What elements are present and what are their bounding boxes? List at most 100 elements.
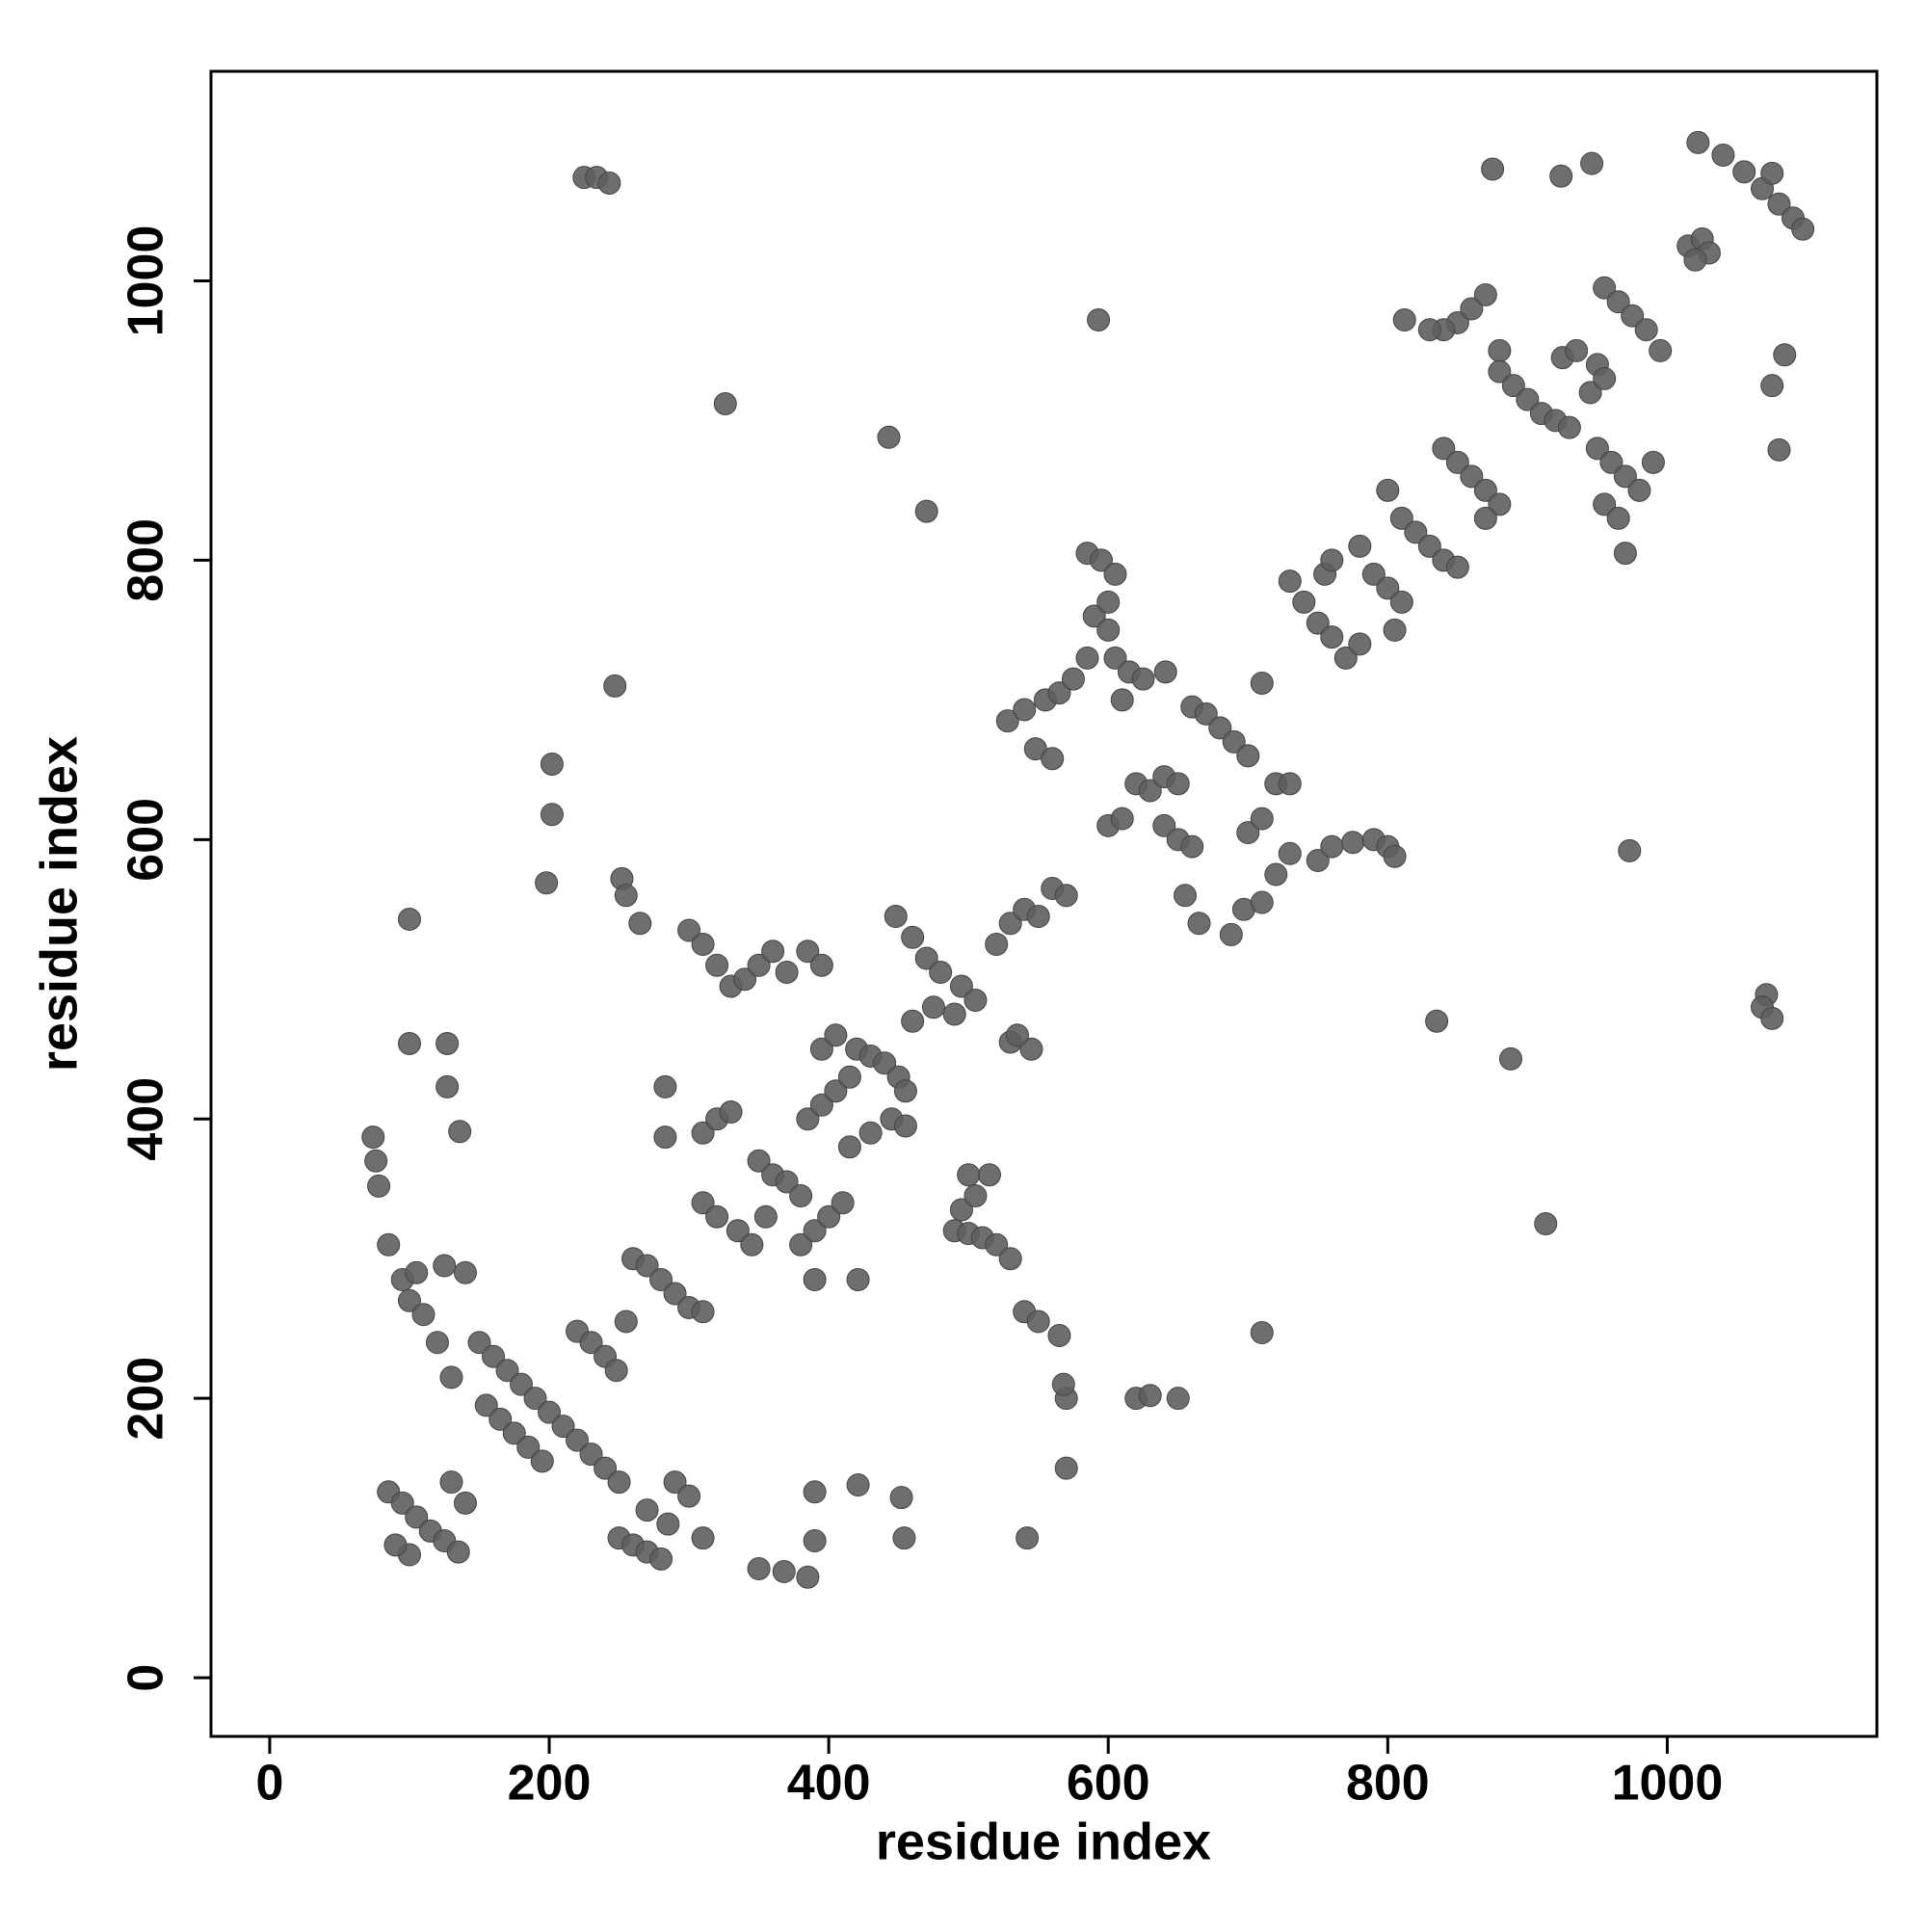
point [789,1183,813,1207]
point [1096,618,1121,642]
point [364,1149,388,1173]
point [789,1232,813,1257]
point [1180,834,1204,859]
point [1613,542,1637,566]
point [510,1372,534,1396]
point [1054,884,1078,908]
point [1760,161,1784,185]
point [1075,646,1099,670]
point [579,1331,603,1355]
point [1473,282,1497,306]
point [846,1473,870,1497]
point [474,1393,498,1417]
point [1376,478,1400,502]
point [1425,1009,1449,1033]
point [467,1331,491,1355]
point [809,953,833,977]
point [530,1449,554,1473]
point [957,1163,981,1187]
point [1404,520,1428,544]
point [1460,297,1484,321]
point [1599,450,1623,474]
point [516,1435,541,1459]
point [436,1074,460,1098]
point [1110,807,1134,831]
point [1054,1456,1078,1480]
point [677,1484,701,1508]
point [1041,747,1065,771]
point [1236,744,1260,768]
point [663,1470,687,1495]
point [998,912,1022,936]
point [1641,450,1665,474]
point [1096,590,1121,614]
point [803,1529,827,1553]
point [1019,1037,1043,1061]
point [1174,884,1198,908]
point [1445,555,1469,579]
point [901,925,925,949]
y-tick-label: 800 [119,518,174,602]
point [1376,576,1400,600]
point [1348,534,1372,558]
point [803,1219,827,1243]
point [1361,562,1386,586]
point [733,967,757,992]
point [949,974,973,998]
point [1445,450,1469,474]
point [705,953,729,977]
point [713,392,737,416]
point [663,1282,687,1306]
point [566,1428,590,1452]
point [837,1065,861,1089]
point [1320,625,1344,649]
point [893,1114,917,1138]
point [998,1247,1022,1271]
point [1047,681,1071,705]
point [1208,716,1232,740]
point [1013,698,1037,722]
point [1306,611,1330,635]
point [653,1074,677,1098]
point [1250,807,1274,831]
point [1593,276,1617,300]
point [1578,381,1602,405]
point [691,1121,715,1145]
point [1103,562,1127,586]
point [1005,1023,1029,1047]
point [377,1232,401,1257]
y-tick-label: 0 [119,1664,174,1692]
point [761,940,785,964]
y-tick-label: 400 [119,1077,174,1161]
point [1110,688,1134,712]
x-axis-label: residue index [876,1813,1211,1870]
point [1264,862,1288,887]
point [1557,415,1581,439]
point [1250,890,1274,914]
point [726,1219,750,1243]
point [1166,1387,1190,1411]
point [1686,130,1710,154]
point [1320,834,1344,859]
point [831,1191,855,1215]
point [604,1359,628,1383]
point [1488,359,1512,384]
plot-frame [209,69,1879,1738]
point [1767,192,1791,216]
point [1026,1310,1050,1334]
point [1711,143,1735,167]
point [1194,701,1218,726]
point [824,1079,848,1103]
point [1026,905,1050,929]
point [892,1526,916,1550]
point [411,1303,436,1327]
point [1222,729,1246,754]
point [1732,160,1756,184]
point [747,1149,771,1173]
point [691,1526,715,1550]
point [538,1400,562,1424]
point [1236,821,1260,845]
point [1166,772,1190,796]
point [921,995,945,1019]
y-tick-label: 200 [119,1357,174,1441]
